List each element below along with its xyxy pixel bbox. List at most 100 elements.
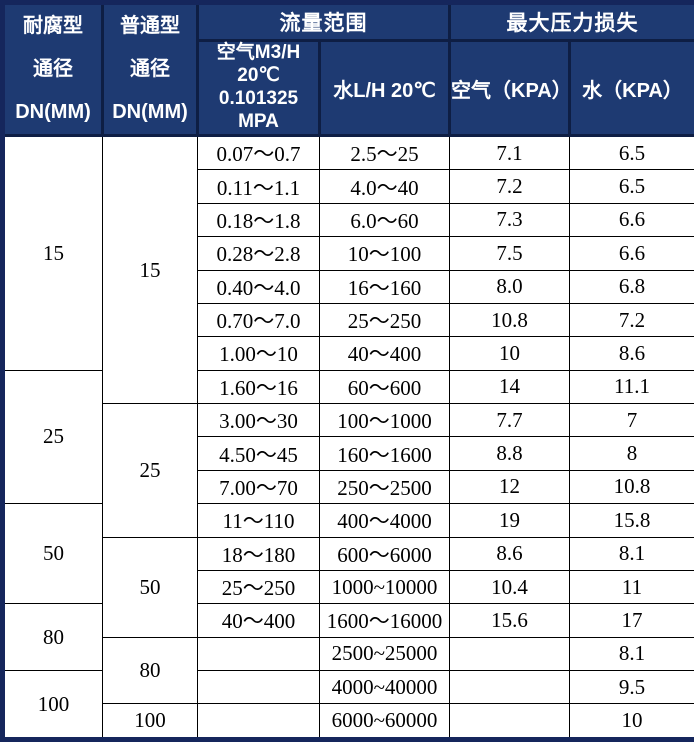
water-flow-cell: 10～100	[319, 236, 450, 271]
air-kpa-cell: 7.2	[449, 169, 570, 204]
air-flow-cell	[197, 670, 320, 705]
normal-dn-cell: 100	[102, 703, 198, 740]
air-flow-cell: 18～180	[197, 536, 320, 571]
water-kpa-cell: 15.8	[569, 503, 694, 538]
air-kpa-cell: 8.0	[449, 269, 570, 304]
table-row: 25 3.00～30 100～1000 7.7 7	[3, 403, 694, 538]
water-kpa-cell: 11	[569, 569, 694, 605]
table-row: 0.18～1.8 6.0～60 7.3 6.6	[3, 202, 694, 238]
table-row: 25～250 1000~10000 10.4 11	[3, 569, 694, 605]
air-kpa-cell	[449, 703, 570, 740]
water-flow-cell: 40～400	[319, 336, 450, 371]
water-flow-cell: 6.0～60	[319, 202, 450, 238]
air-kpa-cell: 10.8	[449, 302, 570, 338]
header-anticorrosive-dn: 耐腐型 通径 DN(MM)	[1, 1, 104, 137]
water-flow-cell: 600～6000	[319, 536, 450, 571]
air-flow-cell: 0.40～4.0	[197, 269, 320, 304]
header-flow-range-group: 流量范围	[196, 1, 451, 42]
air-flow-cell: 0.11～1.1	[197, 169, 320, 204]
water-kpa-cell: 6.6	[569, 236, 694, 271]
anticorrosive-dn-cell: 50	[2, 503, 103, 605]
table-row: 4.50～45 160～1600 8.8 8	[3, 436, 694, 471]
air-kpa-cell: 15.6	[449, 603, 570, 638]
air-kpa-cell: 19	[449, 503, 570, 538]
normal-dn-cell: 50	[102, 536, 198, 638]
air-flow-cell: 0.70～7.0	[197, 302, 320, 338]
air-flow-cell: 0.18～1.8	[197, 202, 320, 238]
air-kpa-cell: 7.7	[449, 403, 570, 438]
anticorrosive-dn-cell: 25	[2, 369, 103, 505]
table-row: 0.28～2.8 10～100 7.5 6.6	[3, 236, 694, 271]
air-flow-cell: 3.00～30	[197, 403, 320, 438]
water-flow-cell: 400～4000	[319, 503, 450, 538]
air-kpa-cell: 10	[449, 336, 570, 371]
water-kpa-cell: 6.8	[569, 269, 694, 304]
air-kpa-cell: 8.6	[449, 536, 570, 571]
air-kpa-cell: 10.4	[449, 569, 570, 605]
air-kpa-cell: 12	[449, 469, 570, 505]
air-flow-cell: 40～400	[197, 603, 320, 638]
air-kpa-cell	[449, 636, 570, 672]
water-flow-cell: 160～1600	[319, 436, 450, 471]
water-flow-cell: 1000~10000	[319, 569, 450, 605]
header-normal-dn: 普通型 通径 DN(MM)	[101, 1, 199, 137]
water-flow-cell: 4000~40000	[319, 670, 450, 705]
table-row: 50 18～180 600～6000 8.6 8.1	[3, 536, 694, 638]
air-flow-cell: 0.07～0.7	[197, 134, 320, 171]
water-flow-cell: 60～600	[319, 369, 450, 405]
normal-dn-cell: 15	[102, 134, 198, 405]
water-flow-cell: 2.5～25	[319, 134, 450, 171]
air-flow-cell: 0.28～2.8	[197, 236, 320, 271]
table-row: 50 11～110 400～4000 19 15.8	[2, 503, 694, 605]
normal-dn-cell: 80	[102, 636, 198, 705]
air-kpa-cell: 14	[449, 369, 570, 405]
water-flow-cell: 6000~60000	[319, 703, 450, 740]
water-flow-cell: 100～1000	[319, 403, 450, 438]
air-flow-cell: 4.50～45	[197, 436, 320, 471]
air-flow-cell: 25～250	[197, 569, 320, 605]
air-kpa-cell: 7.5	[449, 236, 570, 271]
water-kpa-cell: 6.6	[569, 202, 694, 238]
water-flow-cell: 250～2500	[319, 469, 450, 505]
air-kpa-cell: 8.8	[449, 436, 570, 471]
anticorrosive-dn-cell: 80	[2, 603, 103, 672]
air-flow-cell	[197, 703, 320, 740]
water-kpa-cell: 10.8	[569, 469, 694, 505]
table-row: 80 2500~25000 8.1	[3, 636, 694, 705]
water-flow-cell: 1600～16000	[319, 603, 450, 638]
air-kpa-cell: 7.1	[449, 134, 570, 171]
air-flow-cell: 1.00～10	[197, 336, 320, 371]
water-flow-cell: 4.0～40	[319, 169, 450, 204]
water-kpa-cell: 7	[569, 403, 694, 438]
header-water-flow: 水L/H 20℃	[318, 39, 451, 137]
table-header: 耐腐型 通径 DN(MM) 普通型 通径 DN(MM) 流量范围 最大压力损失 …	[1, 1, 694, 137]
header-group-row: 耐腐型 通径 DN(MM) 普通型 通径 DN(MM) 流量范围 最大压力损失	[1, 1, 694, 137]
water-flow-cell: 25～250	[319, 302, 450, 338]
anticorrosive-dn-cell: 15	[2, 135, 103, 371]
anticorrosive-dn-cell: 100	[2, 670, 103, 740]
air-kpa-cell	[449, 670, 570, 705]
water-kpa-cell: 9.5	[569, 670, 694, 705]
header-air-flow: 空气M3/H 20℃ 0.101325 MPA	[196, 39, 321, 137]
water-kpa-cell: 7.2	[569, 302, 694, 338]
air-kpa-cell: 7.3	[449, 202, 570, 238]
table-row: 100 6000~60000 10	[3, 703, 694, 740]
water-kpa-cell: 8	[569, 436, 694, 471]
water-kpa-cell: 6.5	[569, 169, 694, 204]
air-flow-cell: 11～110	[197, 503, 320, 538]
water-kpa-cell: 8.1	[569, 536, 694, 571]
water-flow-cell: 2500~25000	[319, 636, 450, 672]
water-kpa-cell: 10	[569, 703, 694, 740]
header-water-kpa: 水（KPA）	[568, 39, 694, 137]
table-row: 0.70～7.0 25～250 10.8 7.2	[3, 302, 694, 338]
table-row: 0.40～4.0 16～160 8.0 6.8	[3, 269, 694, 304]
water-kpa-cell: 6.5	[569, 134, 694, 171]
header-max-pressure-loss-group: 最大压力损失	[448, 1, 694, 42]
table-row: 80 40～400 1600～16000 15.6 17	[2, 603, 694, 672]
air-flow-cell: 1.60～16	[197, 369, 320, 405]
water-kpa-cell: 8.6	[569, 336, 694, 371]
water-kpa-cell: 11.1	[569, 369, 694, 405]
water-kpa-cell: 8.1	[569, 636, 694, 672]
